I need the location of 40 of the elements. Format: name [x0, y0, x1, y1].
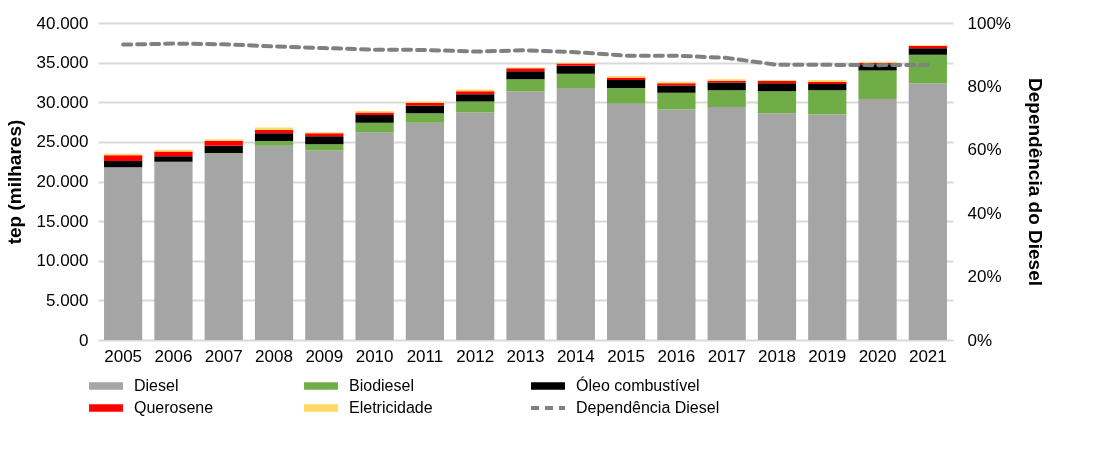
- y-tick-label: 40.000: [36, 13, 89, 33]
- x-tick-label: 2019: [808, 346, 847, 366]
- x-tick-label: 2021: [908, 346, 947, 366]
- legend-label: Dependência Diesel: [576, 399, 720, 416]
- legend-label: Biodiesel: [349, 377, 414, 394]
- y2-tick-label: 20%: [967, 267, 1002, 287]
- legend-label: Eletricidade: [349, 399, 433, 416]
- y-tick-label: 15.000: [36, 211, 89, 231]
- x-tick-label: 2010: [355, 346, 394, 366]
- y2-tick-label: 80%: [967, 76, 1002, 96]
- x-tick-label: 2018: [758, 346, 796, 366]
- x-tick-label: 2008: [255, 346, 293, 366]
- y2-tick-label: 0%: [967, 330, 993, 350]
- y-tick-label: 25.000: [36, 132, 89, 152]
- y-tick-label: 35.000: [36, 53, 89, 73]
- y-tick-label: 20.000: [36, 172, 89, 191]
- legend-label: Diesel: [134, 377, 179, 394]
- x-tick-label: 2020: [858, 346, 897, 366]
- x-tick-label: 2016: [657, 346, 696, 366]
- x-tick-label: 2011: [406, 346, 444, 366]
- x-tick-label: 2012: [456, 346, 495, 366]
- legend-label: Querosene: [134, 399, 214, 416]
- x-tick-label: 2015: [607, 346, 645, 366]
- x-tick-label: 2009: [305, 346, 344, 366]
- y-tick-label: 0: [79, 330, 89, 350]
- y2-tick-label: 40%: [967, 203, 1002, 223]
- x-tick-label: 2017: [707, 346, 746, 366]
- y-tick-label: 30.000: [36, 92, 89, 112]
- x-tick-label: 2005: [104, 346, 143, 366]
- y-tick-label: 5.000: [45, 290, 89, 310]
- y2-tick-label: 60%: [967, 140, 1002, 160]
- y2-axis-title: Dependência do Diesel: [1024, 77, 1046, 287]
- y2-tick-label: 100%: [967, 13, 1011, 33]
- x-tick-label: 2007: [204, 346, 243, 366]
- y-tick-label: 10.000: [36, 251, 89, 271]
- legend-label: Óleo combustível: [576, 376, 700, 394]
- x-tick-label: 2014: [556, 346, 595, 366]
- x-tick-label: 2013: [506, 346, 545, 366]
- x-tick-label: 2006: [154, 346, 193, 366]
- y-axis-title: tep (milhares): [3, 119, 25, 245]
